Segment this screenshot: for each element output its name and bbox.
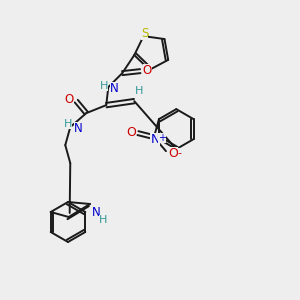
Text: H: H: [99, 215, 107, 225]
Text: -: -: [178, 148, 182, 158]
Text: H: H: [135, 86, 143, 96]
Text: H: H: [64, 119, 73, 129]
Text: O: O: [142, 64, 152, 76]
Text: +: +: [158, 133, 166, 143]
Text: S: S: [141, 27, 148, 40]
Text: N: N: [150, 133, 160, 146]
Text: O: O: [168, 147, 178, 160]
Text: N: N: [92, 206, 100, 218]
Text: N: N: [74, 122, 82, 135]
Text: O: O: [64, 93, 74, 106]
Text: N: N: [110, 82, 118, 94]
Text: H: H: [100, 81, 109, 91]
Text: O: O: [126, 126, 136, 139]
